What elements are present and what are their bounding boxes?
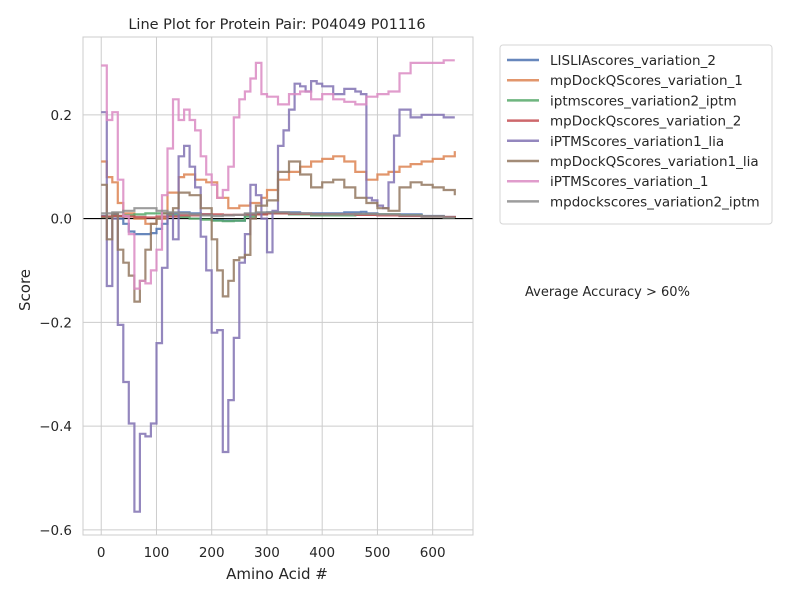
legend-label: mpdockscores_variation2_iptm [550, 194, 760, 210]
legend-label: mpDockQscores_variation_2 [550, 114, 741, 130]
x-tick-label: 500 [365, 545, 391, 561]
series-group [101, 59, 456, 513]
legend-label: LISLIAscores_variation_2 [550, 53, 716, 69]
y-tick-label: 0.0 [51, 212, 72, 228]
legend-label: mpDockQScores_variation_1 [550, 73, 743, 89]
x-tick-label: 200 [199, 545, 225, 561]
y-axis-label: Score [16, 269, 34, 311]
legend-label: iptmscores_variation2_iptm [550, 93, 737, 109]
chart-title: Line Plot for Protein Pair: P04049 P0111… [128, 17, 425, 33]
series-line [101, 151, 456, 225]
legend-label: mpDockQScores_variation1_lia [550, 154, 759, 170]
series-line [101, 59, 455, 290]
series-line [101, 80, 455, 513]
y-tick-label: −0.4 [39, 419, 72, 435]
x-tick-label: 300 [254, 545, 280, 561]
series-line [101, 207, 455, 219]
plot-frame [82, 36, 474, 536]
average-accuracy-note: Average Accuracy > 60% [525, 285, 690, 300]
legend: LISLIAscores_variation_2 mpDockQScores_va… [499, 44, 773, 225]
y-tick-label: −0.6 [39, 523, 72, 539]
ticks: 0 100 200 300 400 500 600 −0.6 −0.4 −0.2 0.0 0.2 [39, 108, 445, 561]
y-tick-label: −0.2 [39, 315, 72, 331]
legend-label: iPTMScores_variation_1 [550, 174, 708, 190]
legend-label: iPTMScores_variation1_lia [550, 134, 724, 150]
x-tick-label: 400 [309, 545, 335, 561]
x-axis-label: Amino Acid # [226, 565, 328, 583]
legend-frame [499, 44, 773, 225]
x-tick-label: 100 [144, 545, 170, 561]
x-tick-label: 0 [97, 545, 106, 561]
y-tick-label: 0.2 [51, 108, 72, 124]
x-tick-label: 600 [420, 545, 446, 561]
